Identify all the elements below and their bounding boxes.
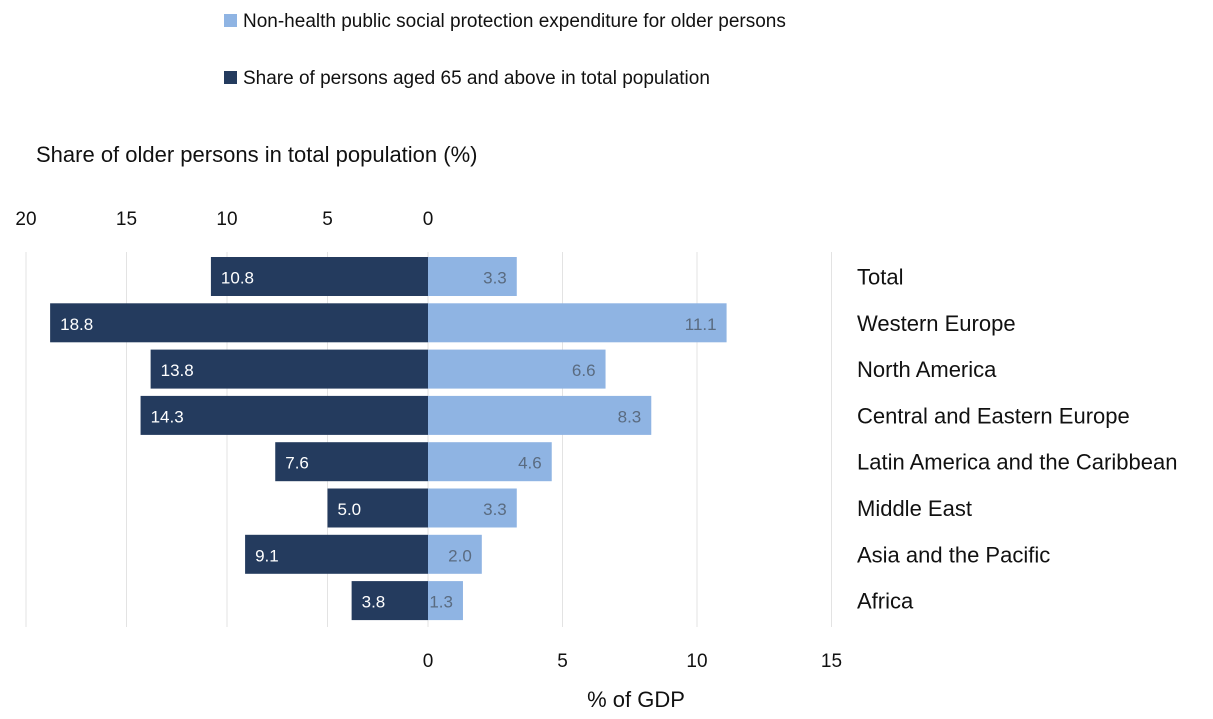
bar-share-label: 7.6 (285, 454, 309, 473)
bar-expenditure-label: 1.3 (429, 593, 453, 612)
bar-share-label: 18.8 (60, 315, 93, 334)
legend-item-share: Share of persons aged 65 and above in to… (224, 68, 710, 89)
bar-share-label: 3.8 (362, 593, 386, 612)
bar-expenditure-label: 3.3 (483, 269, 507, 288)
category-label: North America (857, 357, 997, 382)
bar-expenditure-label: 4.6 (518, 454, 542, 473)
top-axis-tick-label: 5 (322, 209, 333, 230)
category-label: Latin America and the Caribbean (857, 450, 1177, 475)
bar-expenditure (428, 349, 606, 389)
bar-share-label: 9.1 (255, 546, 279, 565)
bar-expenditure-label: 6.6 (572, 361, 596, 380)
bottom-axis-tick-label: 15 (821, 651, 842, 672)
bottom-axis-tick-label: 5 (557, 651, 568, 672)
bar-share (245, 534, 428, 574)
bar-share (275, 442, 428, 482)
bottom-axis-tick-label: 0 (423, 651, 434, 672)
legend-swatch-expenditure (224, 14, 237, 27)
top-axis-tick-label: 10 (216, 209, 237, 230)
legend-item-expenditure: Non-health public social protection expe… (224, 11, 786, 32)
bar-expenditure (428, 442, 552, 482)
bar-expenditure-label: 3.3 (483, 500, 507, 519)
legend: Non-health public social protection expe… (224, 11, 786, 89)
category-label: Central and Eastern Europe (857, 403, 1130, 428)
bar-expenditure (428, 488, 517, 528)
bar-share-label: 5.0 (338, 500, 362, 519)
bar-share (351, 581, 428, 621)
bar-expenditure (428, 534, 482, 574)
category-label: Asia and the Pacific (857, 542, 1050, 567)
bar-expenditure-label: 8.3 (618, 407, 642, 426)
legend-label-share: Share of persons aged 65 and above in to… (243, 68, 710, 89)
bar-share (140, 395, 428, 435)
bottom-axis-ticks: 0 5 10 15 (423, 651, 842, 672)
category-label: Africa (857, 589, 914, 614)
top-axis-tick-label: 0 (423, 209, 434, 230)
category-labels: Total Western Europe North America Central … (857, 265, 1177, 614)
top-axis-title: Share of older persons in total populati… (36, 142, 477, 167)
bar-value-labels: 10.8 3.3 18.8 11.1 13.8 6.6 14.3 8.3 7.6 4.6 5.0 3.… (60, 269, 716, 612)
bar-share-label: 14.3 (151, 407, 184, 426)
legend-label-expenditure: Non-health public social protection expe… (243, 11, 786, 32)
bar-share (210, 257, 428, 296)
bar-share-label: 10.8 (221, 269, 254, 288)
bars (50, 257, 727, 621)
category-label: Total (857, 265, 903, 290)
bar-share (50, 303, 429, 343)
bar-expenditure (428, 303, 727, 343)
category-label: Western Europe (857, 311, 1016, 336)
bottom-axis-title: % of GDP (587, 687, 685, 712)
category-label: Middle East (857, 496, 972, 521)
top-axis-ticks: 20 15 10 5 0 (15, 209, 433, 230)
bar-expenditure (428, 581, 463, 621)
bar-share (327, 488, 428, 528)
top-axis-tick-label: 15 (116, 209, 137, 230)
bottom-axis-tick-label: 10 (686, 651, 707, 672)
bar-expenditure (428, 395, 652, 435)
bar-share (150, 349, 428, 389)
legend-swatch-share (224, 71, 237, 84)
bar-expenditure (428, 257, 517, 296)
bar-expenditure-label: 11.1 (685, 315, 717, 334)
bar-expenditure-label: 2.0 (448, 546, 472, 565)
bar-share-label: 13.8 (161, 361, 194, 380)
top-axis-tick-label: 20 (15, 209, 36, 230)
